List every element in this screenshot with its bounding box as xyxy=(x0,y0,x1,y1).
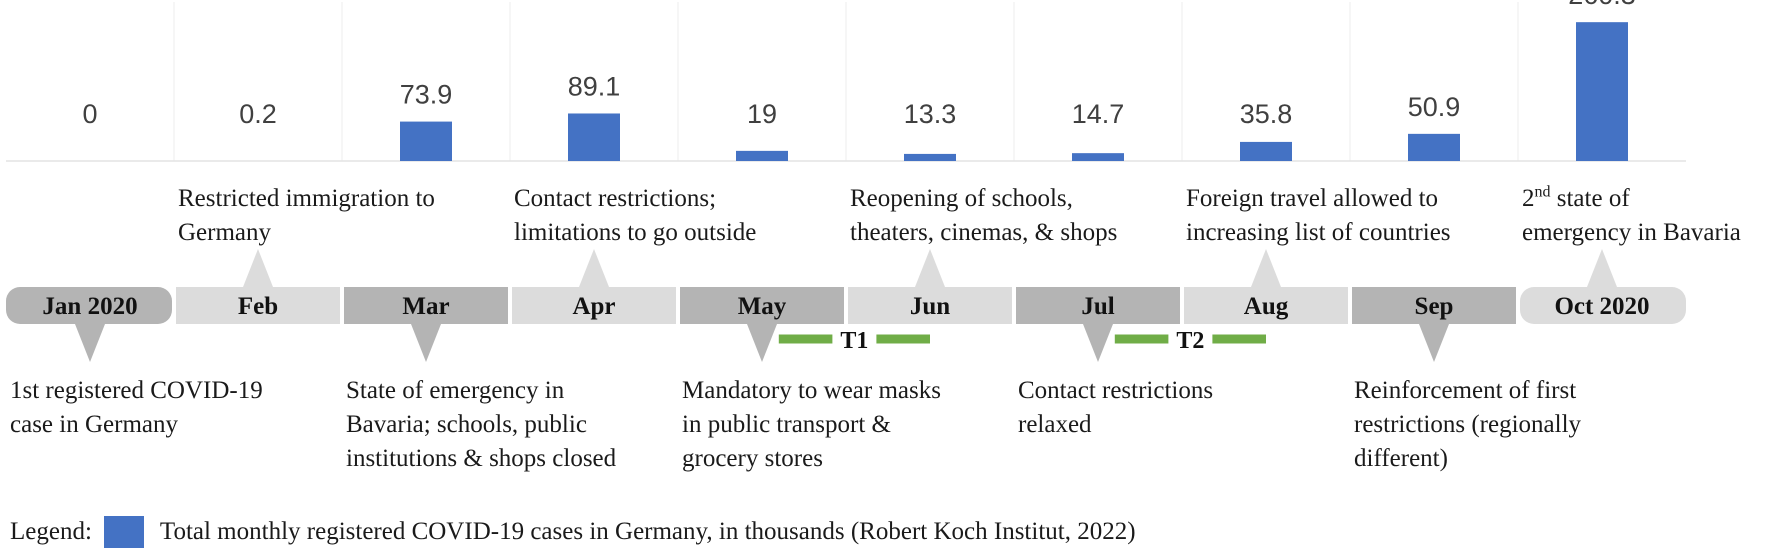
event-line: Germany xyxy=(178,219,272,246)
data-label-5: 19 xyxy=(747,99,777,129)
event-above-3: Reopening of schools, theaters, cinemas, … xyxy=(850,182,1117,250)
bar-4 xyxy=(568,113,620,161)
bar-5 xyxy=(736,150,788,161)
pointer-up-1 xyxy=(243,249,273,287)
event-line: increasing list of countries xyxy=(1186,219,1451,246)
month-label-10: Oct 2020 xyxy=(1554,293,1649,320)
bar-6 xyxy=(904,153,956,161)
month-label-6: Jun xyxy=(910,293,950,320)
event-line: institutions & shops closed xyxy=(346,445,617,472)
month-label-1: Jan 2020 xyxy=(42,293,137,320)
month-label-5: May xyxy=(738,293,787,320)
pointer-down-2 xyxy=(411,324,441,362)
band-segment-6 xyxy=(848,287,1012,324)
data-label-9: 50.9 xyxy=(1408,92,1461,122)
pointer-down-1 xyxy=(75,324,105,362)
timeline-pointers xyxy=(75,249,1617,362)
data-label-6: 13.3 xyxy=(904,99,957,129)
band-segment-10 xyxy=(1520,287,1686,324)
event-line: Restricted immigration to xyxy=(178,185,435,212)
month-label-4: Apr xyxy=(572,293,615,320)
band-segment-2 xyxy=(176,287,340,324)
event-below-2: State of emergency in Bavaria; schools, p… xyxy=(346,374,616,476)
pointer-up-5 xyxy=(1587,249,1617,287)
data-label-3: 73.9 xyxy=(400,80,453,110)
event-below-1: 1st registered COVID-19 case in Germany xyxy=(10,374,263,442)
band-segment-1 xyxy=(6,287,172,324)
event-below-5: Reinforcement of first restrictions (regi… xyxy=(1354,374,1581,476)
bar-9 xyxy=(1408,133,1460,161)
pointer-up-3 xyxy=(915,249,945,287)
timeline-band xyxy=(6,287,1686,324)
data-label-4: 89.1 xyxy=(568,71,621,101)
chart-data-labels: 0 0.2 73.9 89.1 19 13.3 14.7 35.8 50.9 260.3 xyxy=(82,0,1635,129)
event-line: Mandatory to wear masks xyxy=(682,377,941,404)
band-segment-8 xyxy=(1184,287,1348,324)
month-label-3: Mar xyxy=(402,293,449,320)
pointer-up-2 xyxy=(579,249,609,287)
event-below-4: Contact restrictions relaxed xyxy=(1018,374,1213,442)
event-line: 2nd state of xyxy=(1522,183,1630,212)
data-label-7: 14.7 xyxy=(1072,99,1125,129)
legend: Legend: Total monthly registered COVID-1… xyxy=(10,516,1136,548)
legend-swatch xyxy=(103,516,144,548)
event-line: in public transport & xyxy=(682,411,891,438)
bar-3 xyxy=(400,121,452,161)
pointer-down-4 xyxy=(1083,324,1113,362)
month-label-7: Jul xyxy=(1081,293,1114,320)
event-line: Foreign travel allowed to xyxy=(1186,185,1439,212)
chart-bars xyxy=(400,22,1628,161)
band-segment-7 xyxy=(1016,287,1180,324)
event-line: Bavaria; schools, public xyxy=(346,411,587,438)
bar-8 xyxy=(1240,141,1292,161)
timeline-month-labels: Jan 2020 Feb Mar Apr May Jun Jul Aug Sep Oct 2020 xyxy=(42,293,1649,320)
data-label-2: 0.2 xyxy=(239,99,277,129)
event-above-2: Contact restrictions; limitations to go o… xyxy=(514,182,756,250)
event-line: emergency in Bavaria xyxy=(1522,219,1741,246)
event-above-5: 2nd state of emergency in Bavaria xyxy=(1522,182,1741,250)
pointer-up-4 xyxy=(1251,249,1281,287)
band-segment-3 xyxy=(344,287,508,324)
bar-7 xyxy=(1072,153,1124,161)
event-line: Reinforcement of first xyxy=(1354,377,1577,404)
event-line: Reopening of schools, xyxy=(850,185,1073,212)
event-line: 1st registered COVID-19 xyxy=(10,377,263,404)
time-point-label-1: T1 xyxy=(840,328,868,354)
time-point-label-2: T2 xyxy=(1176,328,1204,354)
event-above-1: Restricted immigration to Germany xyxy=(178,182,435,250)
event-line: Contact restrictions xyxy=(1018,377,1214,404)
event-line: different) xyxy=(1354,445,1448,472)
event-line: Contact restrictions; xyxy=(514,185,717,212)
data-label-10: 260.3 xyxy=(1568,0,1636,10)
pointer-down-3 xyxy=(747,324,777,362)
chart-gridlines xyxy=(6,2,1686,162)
legend-prefix: Legend: xyxy=(10,518,92,545)
month-label-2: Feb xyxy=(238,293,278,320)
pointer-down-5 xyxy=(1419,324,1449,362)
band-segment-9 xyxy=(1352,287,1516,324)
bar-10 xyxy=(1576,22,1628,161)
event-line: grocery stores xyxy=(682,445,823,472)
event-below-3: Mandatory to wear masks in public transpo… xyxy=(682,374,941,476)
event-line: State of emergency in xyxy=(346,377,565,404)
event-line: case in Germany xyxy=(10,411,178,438)
event-above-4: Foreign travel allowed to increasing list… xyxy=(1186,182,1451,250)
legend-text: Total monthly registered COVID-19 cases … xyxy=(159,518,1136,545)
data-label-8: 35.8 xyxy=(1240,99,1293,129)
event-line: restrictions (regionally xyxy=(1354,411,1582,438)
event-line: limitations to go outside xyxy=(514,219,757,246)
data-label-1: 0 xyxy=(82,99,97,129)
band-segment-5 xyxy=(680,287,844,324)
band-segment-4 xyxy=(512,287,676,324)
event-line: theaters, cinemas, & shops xyxy=(850,219,1118,246)
measurement-time-points: T1 T2 xyxy=(778,328,1266,354)
month-label-9: Sep xyxy=(1415,293,1454,320)
month-label-8: Aug xyxy=(1244,293,1289,320)
event-line: relaxed xyxy=(1018,411,1092,438)
